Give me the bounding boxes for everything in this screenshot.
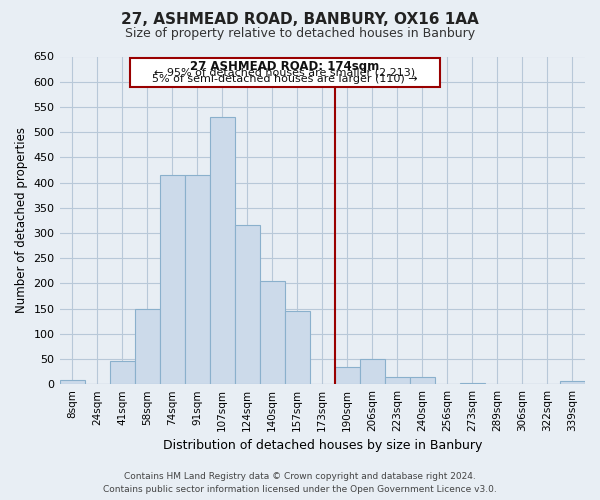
Bar [360, 359, 385, 384]
Text: 27, ASHMEAD ROAD, BANBURY, OX16 1AA: 27, ASHMEAD ROAD, BANBURY, OX16 1AA [121, 12, 479, 28]
Text: 27 ASHMEAD ROAD: 174sqm: 27 ASHMEAD ROAD: 174sqm [190, 60, 379, 73]
Bar [560, 381, 585, 384]
Bar [235, 226, 260, 384]
Bar [260, 281, 285, 384]
Bar [160, 175, 185, 384]
Bar [59, 380, 85, 384]
Bar [410, 376, 435, 384]
Text: Size of property relative to detached houses in Banbury: Size of property relative to detached ho… [125, 28, 475, 40]
Bar [335, 366, 360, 384]
Y-axis label: Number of detached properties: Number of detached properties [15, 128, 28, 314]
Text: 5% of semi-detached houses are larger (110) →: 5% of semi-detached houses are larger (1… [152, 74, 418, 84]
Bar [185, 175, 209, 384]
Bar [110, 362, 134, 384]
Bar [460, 382, 485, 384]
Bar [209, 117, 235, 384]
Text: Contains HM Land Registry data © Crown copyright and database right 2024.
Contai: Contains HM Land Registry data © Crown c… [103, 472, 497, 494]
Text: ← 95% of detached houses are smaller (2,213): ← 95% of detached houses are smaller (2,… [154, 68, 415, 78]
Bar [385, 376, 410, 384]
FancyBboxPatch shape [130, 58, 440, 86]
X-axis label: Distribution of detached houses by size in Banbury: Distribution of detached houses by size … [163, 440, 482, 452]
Bar [285, 311, 310, 384]
Bar [134, 308, 160, 384]
